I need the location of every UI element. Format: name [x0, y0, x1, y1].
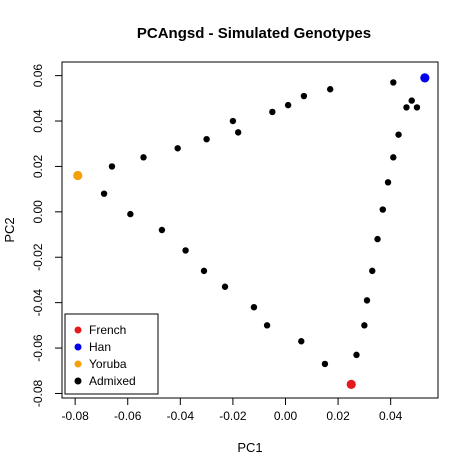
point-admixed	[353, 351, 360, 359]
x-tick-label: -0.02	[219, 409, 247, 423]
x-axis: -0.08 -0.06 -0.04 -0.02 0.00 0.02 0.04	[61, 398, 403, 423]
x-tick-label: 0.00	[274, 409, 298, 423]
point-admixed	[369, 267, 376, 275]
plot-frame	[61, 61, 439, 399]
point-admixed	[108, 163, 116, 170]
point-admixed	[390, 79, 397, 86]
legend-marker-french	[74, 326, 82, 334]
y-tick-label: -0.06	[31, 334, 45, 362]
data-points	[73, 73, 430, 389]
point-admixed	[361, 322, 368, 329]
legend-label-han: Han	[89, 340, 111, 354]
y-axis: -0.08 -0.06 -0.04 -0.02 0.00 0.02 0.04 0.06	[31, 64, 62, 407]
y-tick-label: 0.02	[31, 154, 45, 178]
legend-marker-han	[74, 343, 82, 351]
x-tick-label: -0.06	[114, 409, 142, 423]
legend: French Han Yoruba Admixed	[64, 313, 159, 395]
legend-label-admixed: Admixed	[89, 374, 136, 388]
point-admixed	[158, 226, 166, 234]
point-admixed	[395, 131, 402, 138]
y-tick-label: 0.04	[31, 109, 45, 133]
legend-marker-admixed	[74, 377, 82, 385]
point-admixed	[250, 303, 258, 311]
point-admixed	[408, 97, 415, 104]
point-admixed	[200, 267, 208, 275]
point-han	[420, 73, 430, 83]
point-admixed	[326, 86, 334, 93]
point-admixed	[174, 145, 181, 152]
x-tick-label: -0.08	[61, 409, 89, 423]
y-axis-label: PC2	[2, 217, 17, 242]
y-tick-label: -0.02	[31, 243, 45, 271]
point-admixed	[284, 101, 292, 109]
point-admixed	[229, 117, 237, 125]
point-admixed	[203, 135, 210, 143]
point-admixed	[298, 338, 305, 345]
y-tick-label: -0.08	[31, 379, 45, 407]
point-admixed	[384, 179, 392, 186]
point-french	[346, 379, 356, 389]
point-admixed	[221, 283, 229, 290]
point-yoruba	[73, 170, 83, 181]
point-admixed	[403, 104, 410, 111]
point-admixed	[140, 154, 147, 161]
y-tick-label: 0.06	[31, 64, 45, 88]
point-admixed	[269, 108, 276, 116]
x-tick-label: -0.04	[167, 409, 195, 423]
point-admixed	[374, 235, 381, 243]
point-admixed	[100, 190, 108, 197]
x-tick-label: 0.02	[326, 409, 350, 423]
x-axis-label: PC1	[237, 440, 262, 455]
point-admixed	[321, 360, 329, 368]
point-admixed	[363, 297, 371, 304]
chart-title: PCAngsd - Simulated Genotypes	[137, 25, 371, 42]
legend-label-french: French	[89, 323, 126, 337]
legend-label-yoruba: Yoruba	[89, 357, 127, 371]
point-admixed	[127, 210, 134, 218]
point-admixed	[390, 154, 397, 161]
y-tick-label: 0.00	[31, 200, 45, 224]
point-admixed	[413, 104, 421, 111]
point-admixed	[379, 206, 386, 213]
point-admixed	[234, 129, 242, 136]
point-admixed	[300, 92, 308, 100]
point-admixed	[182, 247, 189, 254]
legend-marker-yoruba	[74, 360, 82, 368]
y-tick-label: -0.04	[31, 289, 45, 317]
x-tick-label: 0.04	[379, 409, 403, 423]
point-admixed	[263, 322, 271, 329]
